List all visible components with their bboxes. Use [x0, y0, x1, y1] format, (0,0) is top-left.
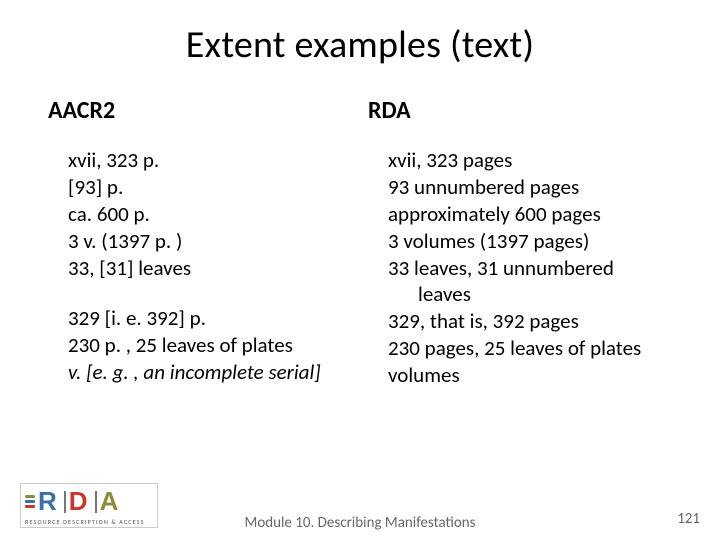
columns: AACR2 xvii, 323 p. [93] p. ca. 600 p. 3 … [48, 96, 672, 389]
list-item: 329, that is, 392 pages [388, 308, 672, 335]
left-block2: 329 [i. e. 392] p. 230 p. , 25 leaves of… [48, 305, 352, 386]
right-column: RDA xvii, 323 pages 93 unnumbered pages … [360, 96, 672, 389]
list-item: xvii, 323 p. [68, 147, 352, 174]
logo-bars-icon [25, 495, 35, 508]
list-item: 230 p. , 25 leaves of plates [68, 332, 352, 359]
list-item: ca. 600 p. [68, 201, 352, 228]
right-header: RDA [368, 96, 672, 125]
list-item: 329 [i. e. 392] p. [68, 305, 352, 332]
logo-letters: RDA [38, 486, 122, 517]
logo-tagline: RESOURCE DESCRIPTION & ACCESS [25, 518, 153, 526]
rda-logo: RDA RESOURCE DESCRIPTION & ACCESS [20, 483, 158, 528]
list-item: volumes [388, 362, 672, 389]
footer-text: Module 10. Describing Manifestations [244, 514, 475, 532]
list-item-italic: v. [e. g. , an incomplete serial] [68, 359, 352, 386]
list-item: 3 volumes (1397 pages) [388, 228, 672, 255]
list-item: approximately 600 pages [388, 201, 672, 228]
left-header: AACR2 [48, 96, 352, 125]
list-item: 33 leaves, 31 unnumbered [388, 255, 672, 282]
right-list: xvii, 323 pages 93 unnumbered pages appr… [368, 147, 672, 389]
list-item: xvii, 323 pages [388, 147, 672, 174]
left-column: AACR2 xvii, 323 p. [93] p. ca. 600 p. 3 … [48, 96, 360, 389]
list-item: 93 unnumbered pages [388, 174, 672, 201]
left-block1: xvii, 323 p. [93] p. ca. 600 p. 3 v. (13… [48, 147, 352, 281]
list-item: 3 v. (1397 p. ) [68, 228, 352, 255]
slide-title: Extent examples (text) [48, 22, 672, 68]
list-item: [93] p. [68, 174, 352, 201]
list-item: 230 pages, 25 leaves of plates [388, 335, 672, 362]
list-item-hang: leaves [388, 281, 672, 308]
slide: Extent examples (text) AACR2 xvii, 323 p… [0, 0, 720, 540]
page-number: 121 [677, 510, 700, 528]
list-item: 33, [31] leaves [68, 255, 352, 282]
